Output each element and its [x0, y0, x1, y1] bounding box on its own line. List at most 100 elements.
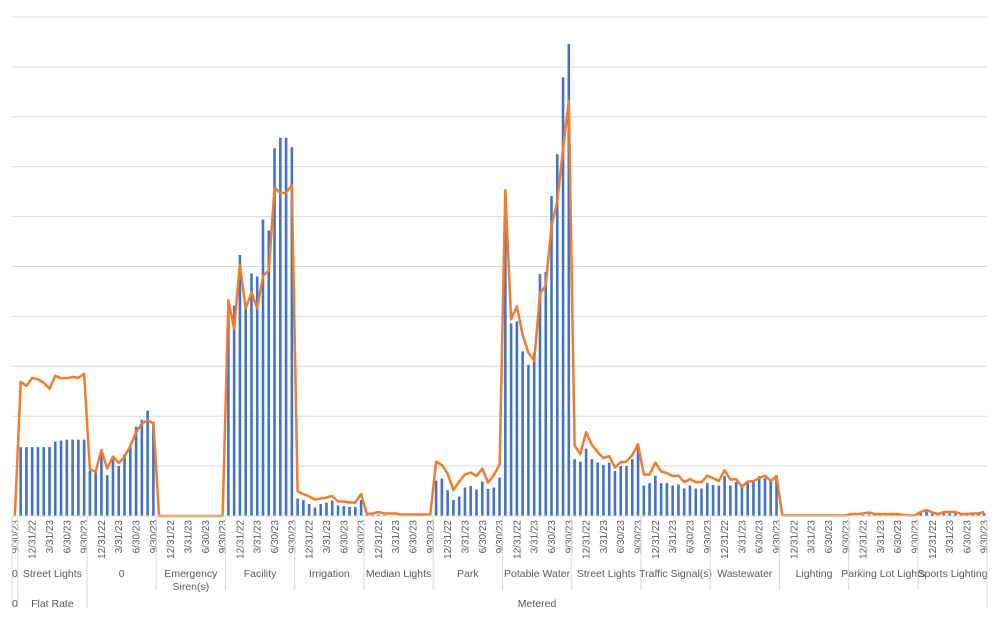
tick-label: 3/31/23	[322, 520, 333, 554]
bar	[128, 447, 132, 516]
tick-label: 6/30/23	[685, 520, 696, 554]
tick-label: 12/31/22	[305, 520, 316, 559]
bar	[232, 305, 236, 516]
bar	[117, 466, 121, 516]
level2-label: Metered	[518, 598, 557, 610]
bar	[682, 488, 686, 516]
tick-label: 6/30/23	[755, 520, 766, 554]
tick-label: 6/30/23	[962, 520, 973, 554]
bar	[717, 485, 721, 516]
tick-label: 9/30/23	[564, 520, 575, 554]
tick-label: 6/30/23	[409, 520, 420, 554]
tick-label: 9/30/23	[357, 520, 368, 554]
bar	[654, 475, 657, 516]
tick-label: 9/30/23	[634, 520, 645, 554]
bar	[757, 476, 761, 516]
group-label: Irrigation	[309, 568, 350, 580]
tick-label: 3/31/23	[114, 520, 125, 554]
tick-label: 6/30/23	[339, 520, 350, 554]
tick-label: 9/30/23	[287, 520, 298, 554]
tick-label: 9/30/23	[703, 520, 714, 554]
tick-label: 6/30/23	[201, 520, 212, 554]
tick-label: 3/31/23	[737, 520, 748, 554]
tick-label: 3/31/23	[945, 520, 956, 554]
tick-label: 3/31/23	[460, 520, 471, 554]
bar	[307, 504, 311, 516]
bar	[140, 419, 144, 516]
group-label: Facility	[244, 568, 277, 580]
tick-label: 9/30/23	[495, 520, 506, 554]
tick-label: 3/31/23	[391, 520, 402, 554]
tick-label: 9/30/23	[426, 520, 437, 554]
tick-label: 12/31/22	[651, 520, 662, 559]
group-label: 0	[12, 568, 18, 580]
bar	[111, 456, 115, 516]
bar	[538, 273, 542, 516]
group-label: Traffic Signal(s)	[639, 568, 712, 580]
bar	[636, 444, 640, 516]
bar	[769, 479, 773, 516]
bar	[227, 301, 230, 516]
bar	[313, 507, 317, 516]
bar	[48, 447, 51, 516]
tick-label: 3/31/23	[183, 520, 194, 554]
bar	[255, 276, 259, 516]
tick-label: 9/30/23	[911, 520, 922, 554]
bar	[746, 483, 749, 516]
tick-label: 3/31/23	[668, 520, 679, 554]
bar	[931, 514, 934, 516]
gridlines	[12, 16, 987, 517]
bar	[290, 147, 294, 516]
tick-label: 12/31/22	[720, 520, 731, 559]
group-label: Street Lights	[577, 568, 636, 580]
bar	[134, 426, 138, 516]
bar	[555, 154, 559, 516]
bar	[319, 504, 322, 516]
tick-label: 12/31/22	[166, 520, 177, 559]
bar	[729, 485, 732, 516]
bar	[607, 462, 611, 516]
bar	[942, 513, 946, 516]
tick-label: 12/31/22	[859, 520, 870, 559]
tick-label: 3/31/23	[876, 520, 887, 554]
tick-label: 6/30/23	[478, 520, 489, 554]
bar	[948, 513, 951, 516]
bar	[71, 439, 74, 516]
tick-label: 9/30/23	[841, 520, 852, 554]
tick-label: 6/30/23	[824, 520, 835, 554]
bar	[711, 485, 715, 516]
bar	[342, 506, 346, 516]
bar	[480, 481, 484, 516]
bar	[30, 447, 34, 516]
bar	[377, 514, 380, 516]
bar	[88, 470, 92, 516]
group-label: Emergency	[164, 568, 218, 580]
bar	[94, 472, 97, 516]
bar	[521, 351, 524, 516]
bar	[279, 137, 282, 516]
line-path	[13, 99, 985, 518]
tick-label: 3/31/23	[530, 520, 541, 554]
bar	[740, 486, 744, 516]
bar	[705, 483, 709, 516]
bar	[596, 462, 599, 516]
bar	[53, 441, 57, 516]
group-label: Median Lights	[366, 568, 431, 580]
tick-label: 3/31/23	[45, 520, 56, 554]
tick-label: 9/30/23	[218, 520, 229, 554]
bar	[77, 439, 80, 516]
bar	[82, 439, 86, 516]
bar	[261, 219, 265, 516]
group-label: Siren(s)	[172, 581, 209, 593]
bar	[509, 323, 513, 516]
tick-label: 3/31/23	[807, 520, 818, 554]
bar	[977, 514, 980, 516]
bar-series	[19, 43, 986, 517]
tick-label: 6/30/23	[616, 520, 627, 554]
bar	[440, 478, 444, 516]
bar	[694, 488, 698, 516]
bar	[602, 465, 605, 516]
bar	[42, 447, 46, 516]
bar	[359, 500, 363, 516]
bar	[982, 513, 986, 516]
